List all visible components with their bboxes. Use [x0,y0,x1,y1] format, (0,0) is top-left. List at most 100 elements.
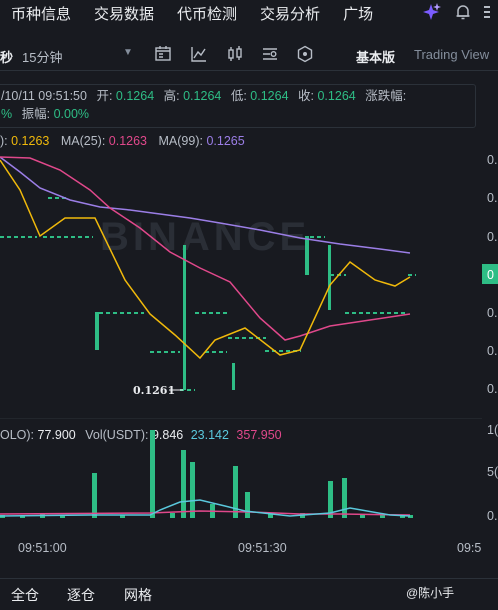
price-tick: 0. [487,230,497,244]
volume-bars [0,430,413,518]
open-label: 开: [96,89,113,103]
low-label: 低: [230,89,247,103]
basic-version-tab[interactable]: 基本版 [356,50,396,65]
volume-bar [92,473,97,518]
high-label: 高: [163,89,180,103]
hexagon-icon[interactable] [296,45,314,63]
volume-chart[interactable]: 1( 5( 0. [0,418,498,522]
volume-bar [170,513,175,518]
volume-bar [245,492,250,518]
low-price-marker: 0.1261 [133,384,175,397]
volume-bar [190,462,195,518]
high-value: 0.1264 [183,89,222,103]
isolated-margin-tab[interactable]: 逐仓 [67,587,95,603]
candle [183,245,186,390]
change-label: 涨跌幅: [365,89,407,103]
current-price-label: 0 [487,268,494,282]
ma7-line [0,159,411,360]
nav-token-check[interactable]: 代币检测 [177,5,238,23]
ma25-label: MA(25): [60,134,106,148]
nav-trading-data[interactable]: 交易数据 [94,5,155,23]
ma7-value: 0.1263 [11,134,50,148]
timeframe-seconds-tab[interactable]: 秒 [0,50,14,65]
vol-ma10-line [0,510,411,516]
open-value: 0.1264 [115,89,155,103]
price-tick: 0. [487,382,497,396]
price-tick: 0. [487,191,497,205]
ma99-label: MA(99): [158,134,203,148]
top-nav: 币种信息 交易数据 代币检测 交易分析 广场 [0,0,498,26]
vol-ma5-line [0,499,411,517]
volume-bar [150,430,155,518]
volume-bar [380,515,385,518]
volume-legend: OLO): 77.900 Vol(USDT): 9.846 23.142 357… [0,428,282,442]
candle-date: /10/11 09:51:50 [1,89,87,103]
low-value: 0.1264 [250,89,289,103]
vol-usdt-value: 9.846 [151,428,184,442]
candle [305,236,309,275]
calendar-icon[interactable] [154,45,172,63]
close-label: 收: [298,89,314,103]
vol-ma10-value: 357.950 [236,428,282,442]
price-tick: 0. [487,344,497,358]
vol-ma5-value: 23.142 [190,428,229,442]
author-watermark: @陈小手 [406,586,455,600]
indicator-icon[interactable] [190,45,208,63]
candle [228,337,266,339]
volume-bar [400,515,405,518]
nav-coin-info[interactable]: 币种信息 [11,5,72,23]
amplitude-value: 0.00% [53,107,90,121]
volume-bar [408,515,413,518]
volume-bar [20,516,25,518]
bell-icon[interactable] [454,3,472,21]
time-tick: 09:51:30 [238,541,287,555]
time-tick: 09:51:00 [18,541,67,555]
binance-watermark: BINANCE [100,215,310,259]
nav-square[interactable]: 广场 [343,5,374,23]
candle [95,312,99,350]
ma99-value: 0.1265 [206,134,245,148]
caret-down-icon[interactable]: ▼ [123,47,133,58]
trading-view-tab[interactable]: Trading View [414,47,490,62]
candle [328,245,331,310]
volume-bar [342,478,347,518]
price-tick: 0. [487,306,497,320]
timeframe-selector[interactable]: 15分钟 [22,50,63,65]
vol-axis-tick: 0. [487,509,497,522]
menu-icon[interactable] [484,3,490,21]
grid-tab[interactable]: 网格 [124,587,152,603]
cross-margin-tab[interactable]: 全仓 [11,587,39,603]
ma25-line [0,156,411,341]
amplitude-label: 振幅: [21,107,51,121]
change-value: % [1,107,13,121]
ma99-line [0,156,411,254]
volume-bar [360,514,365,518]
price-tick: 0. [487,153,497,167]
candlestick-chart[interactable]: BINANCE 0. 0. 0. 0. 0. 0. 0. 0 0.1261 [0,150,498,415]
volume-bar [233,466,238,518]
volume-bar [60,515,65,518]
ohlc-info-box: /10/11 09:51:50 开: 0.1264 高: 0.1264 低: 0… [0,84,476,128]
current-price-tag [482,264,498,284]
chart-toolbar: 秒 15分钟 ▼ 基本版 Trading View [0,38,498,71]
vol-label-fragment: OLO): [0,428,35,442]
bottom-bar: 全仓 逐仓 网格 [0,578,498,610]
close-value: 0.1264 [317,89,356,103]
vol-axis-tick: 1( [487,423,498,437]
nav-trade-analysis[interactable]: 交易分析 [260,5,321,23]
ma7-label-fragment: ): [0,134,8,148]
volume-bar [120,515,125,518]
volume-bar [328,481,333,518]
vol-value: 77.900 [37,428,76,442]
candle-type-icon[interactable] [226,45,244,63]
ma-legend: ): 0.1263 MA(25): 0.1263 MA(99): 0.1265 [0,134,245,148]
candle [232,363,235,390]
vol-usdt-label: Vol(USDT): [85,428,149,442]
ma25-value: 0.1263 [108,134,148,148]
time-tick: 09:5 [457,541,482,555]
volume-bar [181,450,186,518]
ai-sparkle-icon[interactable] [422,2,442,22]
settings-icon[interactable] [261,45,279,63]
volume-bar [268,514,273,518]
vol-axis-tick: 5( [487,465,498,479]
